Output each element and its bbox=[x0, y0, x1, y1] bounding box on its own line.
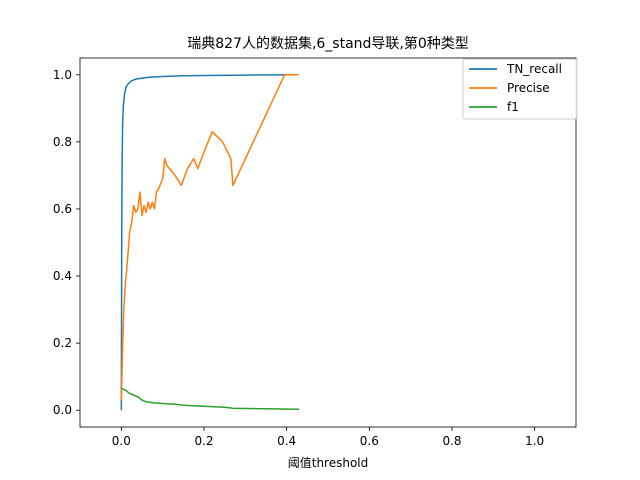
x-tick-label: 0.0 bbox=[112, 434, 131, 448]
x-tick-label: 0.4 bbox=[277, 434, 296, 448]
plot-area bbox=[120, 74, 300, 411]
x-tick-label: 0.8 bbox=[442, 434, 461, 448]
legend-label-f1: f1 bbox=[507, 100, 519, 114]
x-tick-label: 1.0 bbox=[525, 434, 544, 448]
y-tick-label: 1.0 bbox=[53, 68, 72, 82]
series-line-tn-recall bbox=[120, 74, 300, 411]
chart-title: 瑞典827人的数据集,6_stand导联,第0种类型 bbox=[187, 35, 469, 52]
x-tick-label: 0.6 bbox=[360, 434, 379, 448]
x-tick-label: 0.2 bbox=[194, 434, 213, 448]
y-tick-label: 0.4 bbox=[53, 269, 72, 283]
y-tick-label: 0.6 bbox=[53, 202, 72, 216]
legend: TN_recall Precise f1 bbox=[462, 58, 578, 120]
axes: 0.0 0.2 0.4 0.6 0.8 1.0 0.0 0.2 0.4 0.6 0.8 1.0 bbox=[53, 57, 577, 448]
legend-label-tn-recall: TN_recall bbox=[506, 62, 562, 76]
axes-frame bbox=[79, 57, 577, 428]
y-tick-label: 0.2 bbox=[53, 336, 72, 350]
y-tick-label: 0.8 bbox=[53, 135, 72, 149]
x-axis-label: 阈值threshold bbox=[288, 455, 369, 470]
legend-box bbox=[462, 58, 578, 120]
series-line-precise bbox=[120, 74, 300, 401]
series-line-f1 bbox=[121, 387, 300, 410]
legend-label-precise: Precise bbox=[507, 81, 550, 95]
y-tick-label: 0.0 bbox=[53, 403, 72, 417]
